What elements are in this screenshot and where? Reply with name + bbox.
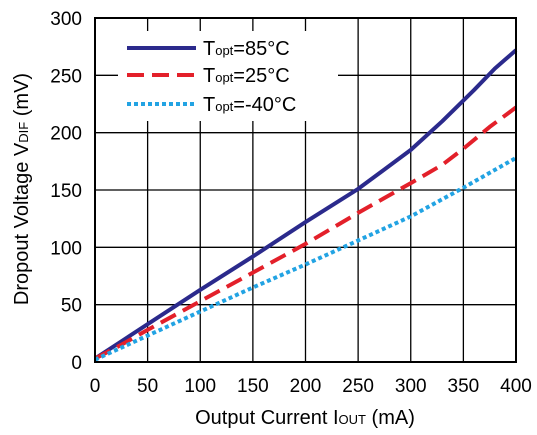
x-tick-label: 200 xyxy=(290,376,322,397)
x-tick-label: 0 xyxy=(90,376,101,397)
plot-frame xyxy=(94,17,517,363)
legend-label-85c: Topt=85°C xyxy=(203,38,290,60)
x-tick-label: 100 xyxy=(184,376,216,397)
y-tick-labels: 0 50 100 150 200 250 300 xyxy=(50,9,82,374)
legend: Topt=85°C Topt=25°C Topt=-40°C xyxy=(118,31,338,121)
chart-series xyxy=(93,48,518,362)
y-tick-label: 200 xyxy=(50,124,82,145)
y-axis-title-unit: (mV) xyxy=(11,73,33,122)
y-tick-label: 300 xyxy=(50,9,82,30)
legend-label-minus40c: Topt=-40°C xyxy=(203,94,296,116)
x-axis-title-unit: (mA) xyxy=(366,407,415,429)
y-axis-title: Dropout Voltage VDIF (mV) xyxy=(11,73,33,305)
x-tick-label: 300 xyxy=(395,376,427,397)
x-tick-label: 250 xyxy=(342,376,374,397)
x-tick-label: 400 xyxy=(500,376,532,397)
y-tick-label: 50 xyxy=(61,296,82,317)
y-axis-title-main: Dropout Voltage V xyxy=(11,142,33,305)
series-line-2 xyxy=(94,156,517,362)
x-axis-title: Output Current IOUT (mA) xyxy=(195,407,415,429)
x-axis-title-sub: OUT xyxy=(339,412,367,427)
x-axis-title-main: Output Current I xyxy=(195,407,338,429)
legend-label-25c: Topt=25°C xyxy=(203,65,290,87)
y-tick-label: 100 xyxy=(50,238,82,259)
series-line-0 xyxy=(93,48,518,361)
series-line-1 xyxy=(94,105,518,361)
y-tick-label: 250 xyxy=(50,66,82,87)
x-tick-label: 350 xyxy=(448,376,480,397)
y-tick-label: 0 xyxy=(71,353,82,374)
x-tick-label: 50 xyxy=(137,376,158,397)
y-tick-label: 150 xyxy=(50,181,82,202)
y-axis-title-sub: DIF xyxy=(16,122,31,143)
x-tick-labels: 0 50 100 150 200 250 300 350 400 xyxy=(90,376,532,397)
x-tick-label: 150 xyxy=(237,376,269,397)
